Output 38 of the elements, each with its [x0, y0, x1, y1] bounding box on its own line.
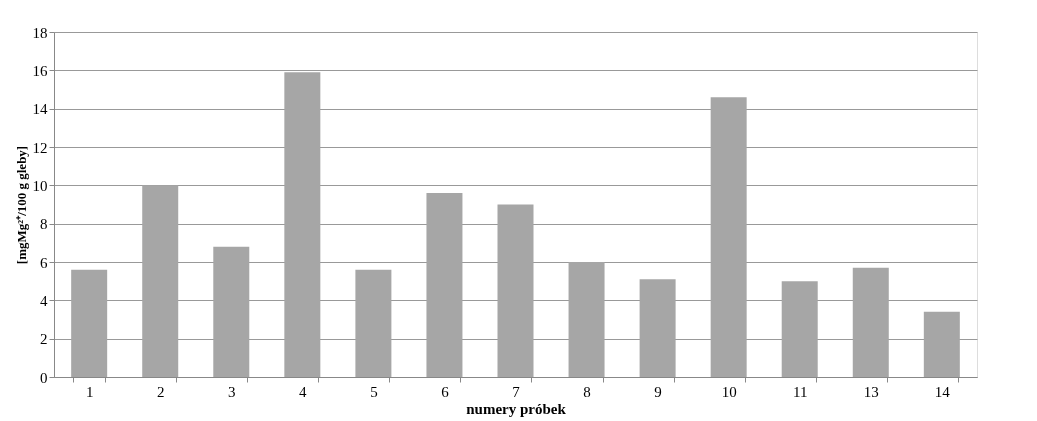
x-axis-title: numery próbek	[466, 400, 567, 417]
x-tick-label: 7	[512, 383, 521, 400]
bar	[284, 72, 321, 377]
x-tick-label: 1	[85, 383, 94, 400]
y-tick-label: 10	[32, 177, 48, 194]
y-tick-label: 6	[40, 254, 48, 271]
bar	[781, 281, 818, 377]
bar	[568, 262, 605, 377]
bar	[639, 279, 676, 377]
x-tick-label: 10	[721, 383, 737, 400]
y-axis-title: [mgMg²⁺/100 g gleby]	[13, 145, 29, 265]
y-tick-label: 18	[32, 24, 48, 41]
y-tick-label: 4	[40, 292, 48, 309]
y-tick-label: 8	[40, 216, 48, 233]
x-tick-label: 13	[863, 383, 879, 400]
y-tick-label: 12	[32, 139, 48, 156]
x-tick-label: 9	[654, 383, 662, 400]
x-tick-label: 5	[370, 383, 378, 400]
x-tick-label: 2	[156, 383, 165, 400]
y-tick-label: 0	[40, 369, 48, 386]
x-tick-label: 6	[441, 383, 450, 400]
bar	[142, 185, 179, 377]
y-tick-label: 2	[40, 331, 48, 348]
y-tick-label: 16	[32, 62, 48, 79]
bar	[923, 311, 960, 377]
x-tick-label: 8	[583, 383, 591, 400]
bar	[852, 267, 889, 377]
x-tick-label: 3	[228, 383, 236, 400]
x-tick-label: 11	[792, 383, 808, 400]
bar	[710, 97, 747, 377]
x-tick-label: 14	[934, 383, 951, 400]
bar	[71, 269, 108, 377]
bar	[355, 269, 392, 377]
x-tick-label: 4	[299, 383, 308, 400]
bar	[213, 246, 250, 377]
y-tick-label: 14	[32, 101, 48, 118]
bar	[426, 193, 463, 377]
bar	[497, 204, 534, 377]
